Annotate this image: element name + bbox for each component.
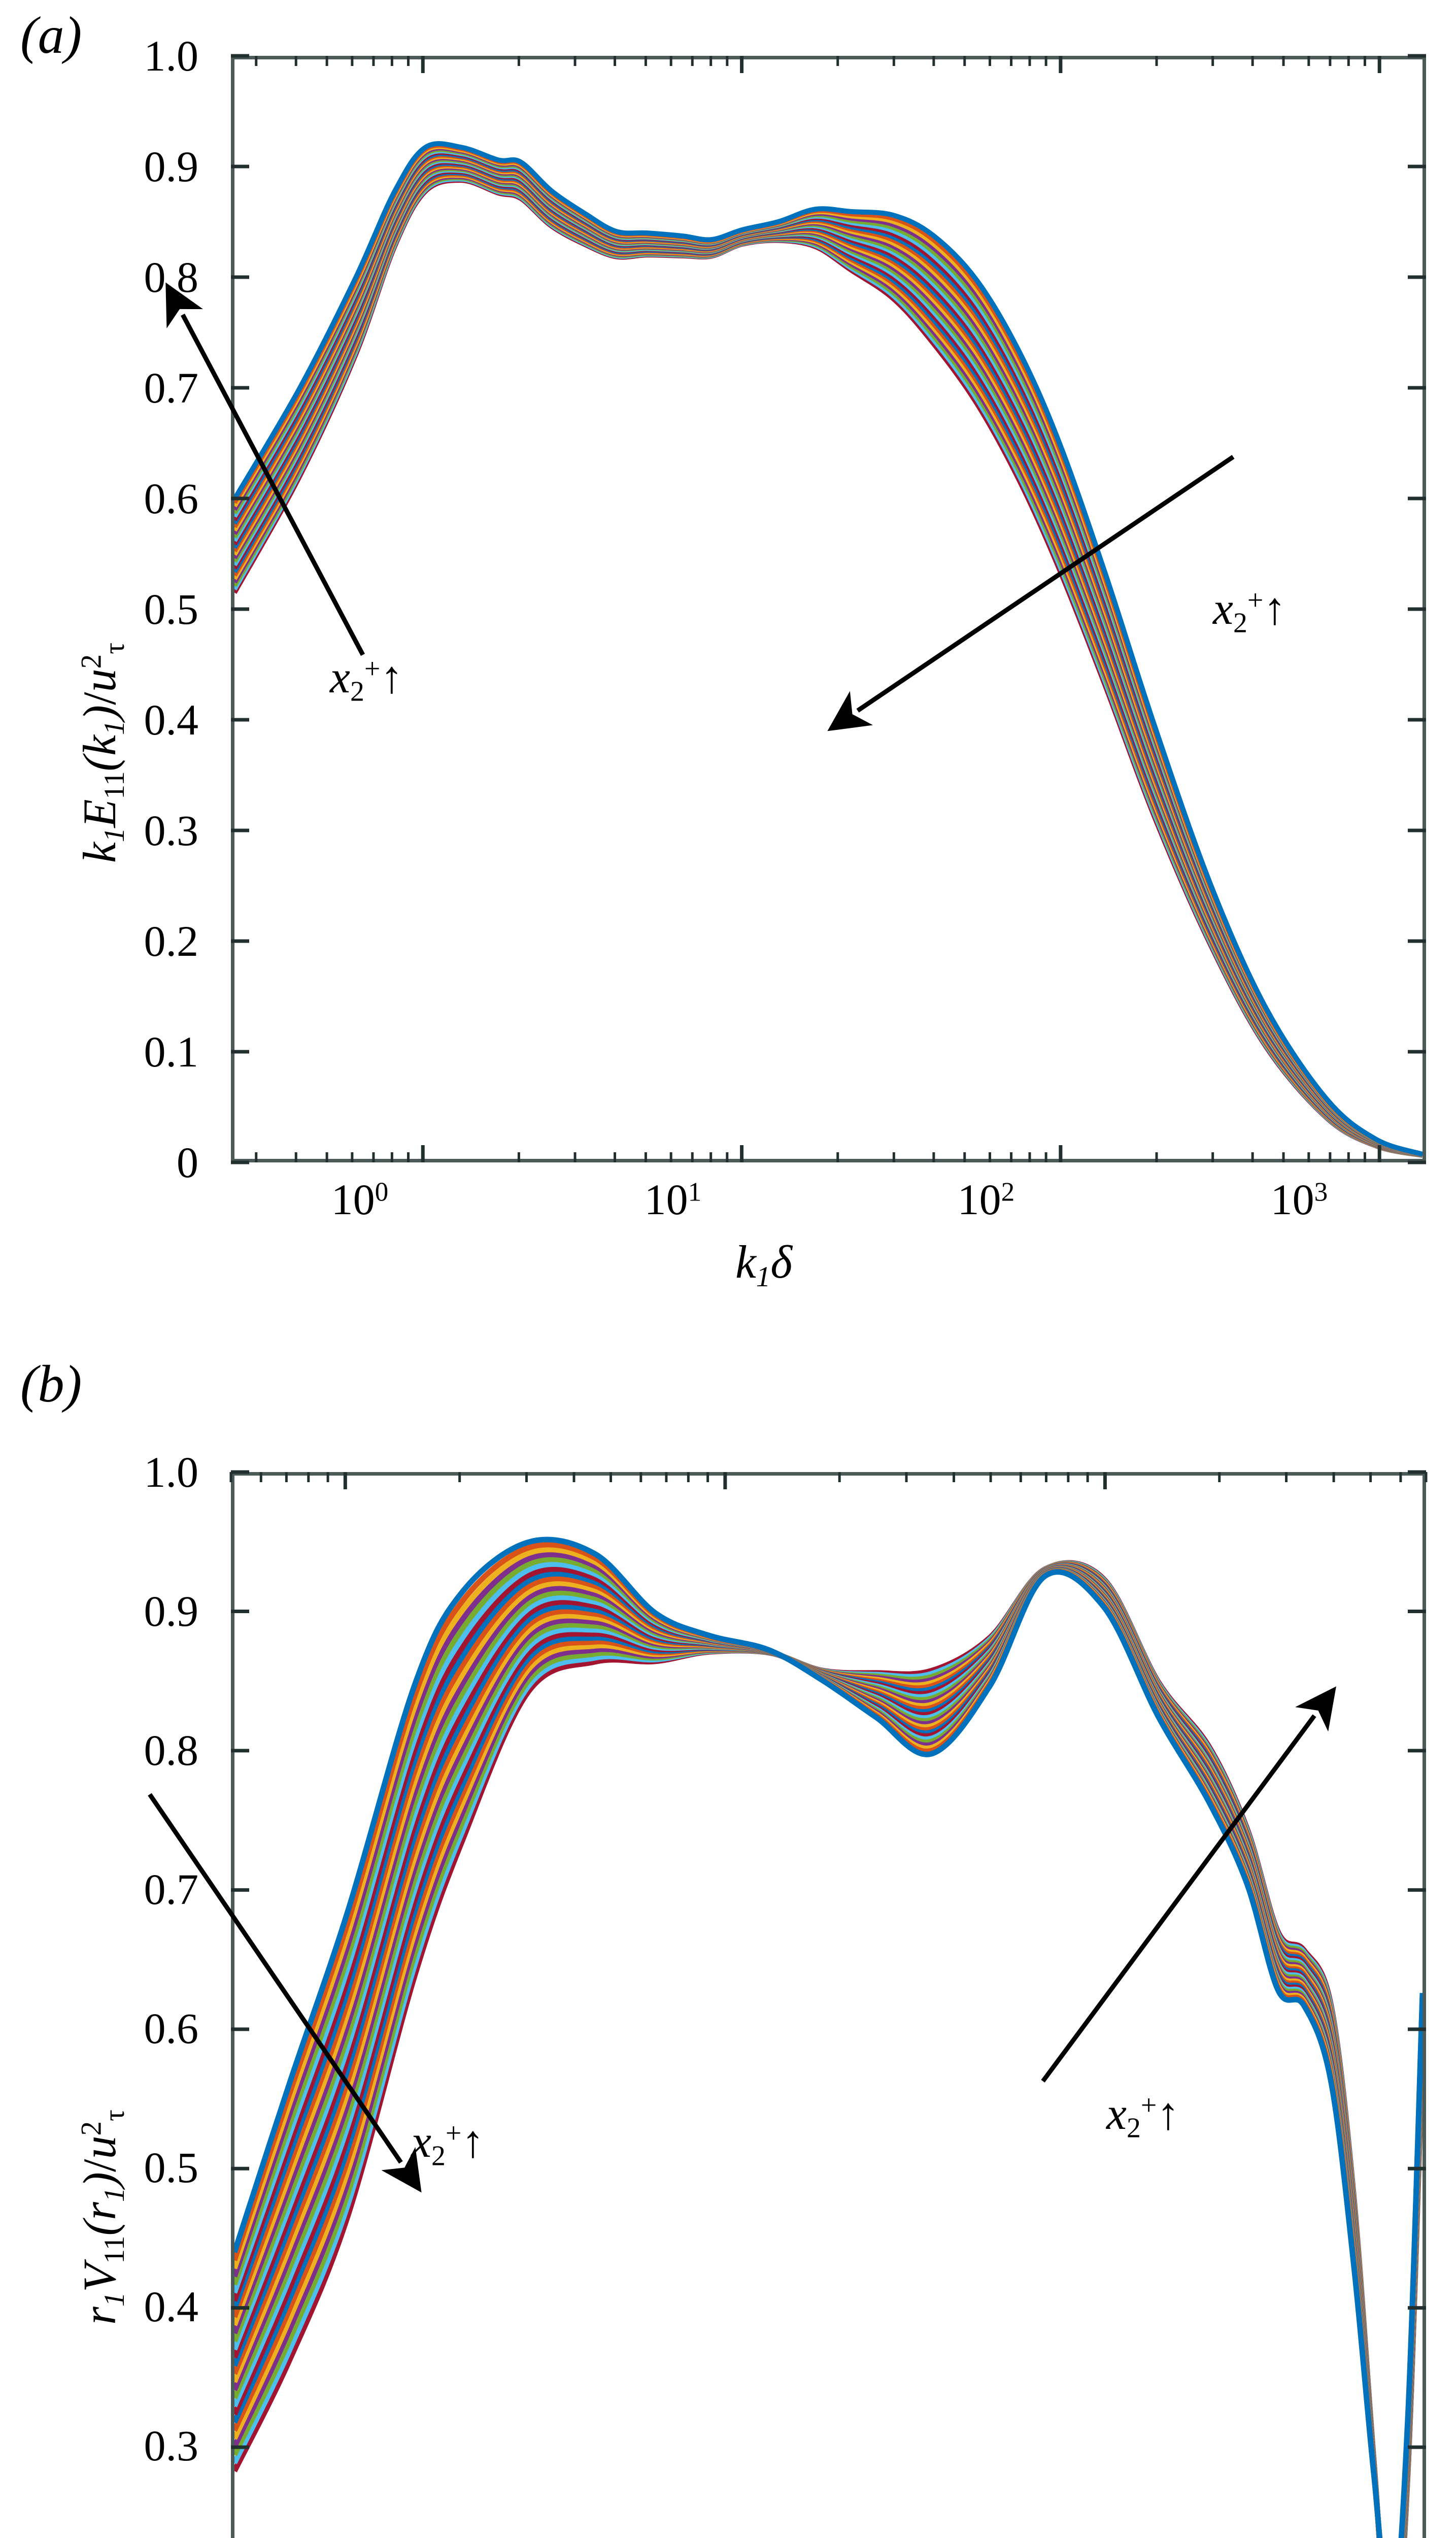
panel-a-xtick-label: 103	[1270, 1175, 1328, 1224]
panel-a-y-axis-title: k1E11(k1)/u2τ	[74, 642, 131, 863]
panel-b-annotation-left: x2+↑	[411, 2117, 485, 2172]
panel-a-x-axis-title: k1δ	[735, 1236, 793, 1293]
panel-a-ytick-label: 0	[177, 1138, 198, 1187]
panel-b-ytick-label: 0.9	[144, 1587, 199, 1635]
panel-b: (b) r1V11(r1)/u2τ r1/δ 1.0 0.9 0.8 0.7 0…	[0, 1269, 1456, 2538]
panel-a-xtick-label: 102	[957, 1175, 1015, 1224]
series-line	[234, 173, 1423, 1158]
panel-a-ytick-label: 0.4	[144, 695, 199, 744]
panel-a-ytick-label: 0.2	[144, 917, 199, 965]
panel-b-ytick-label: 0.4	[144, 2282, 199, 2331]
panel-a-ytick-label: 0.1	[144, 1027, 199, 1076]
panel-a-ytick-label: 0.3	[144, 806, 199, 855]
panel-a-annotation-right: x2+↑	[1213, 584, 1286, 639]
panel-a-curves	[234, 141, 1423, 1158]
panel-a-ytick-label: 0.6	[144, 474, 199, 523]
panel-b-plot-area	[231, 1472, 1426, 2538]
panel-b-ytick-label: 0.7	[144, 1865, 199, 1914]
panel-b-ytick-label: 1.0	[144, 1448, 199, 1496]
panel-a-label: (a)	[20, 6, 82, 64]
panel-a-ytick-label: 1.0	[144, 31, 199, 80]
series-line	[234, 141, 1423, 1157]
panel-b-curves	[234, 1537, 1423, 2538]
panel-b-annotation-right: x2+↑	[1106, 2089, 1180, 2144]
panel-a-xtick-label: 100	[331, 1175, 389, 1224]
panel-b-ytick-label: 0.5	[144, 2143, 199, 2192]
panel-b-y-axis-title: r1V11(r1)/u2τ	[74, 2109, 131, 2325]
panel-b-label: (b)	[20, 1355, 82, 1413]
panel-b-ytick-label: 0.6	[144, 2004, 199, 2053]
panel-a-xtick-label: 101	[644, 1175, 702, 1224]
panel-a-ytick-label: 0.9	[144, 142, 199, 191]
panel-a-ytick-label: 0.5	[144, 585, 199, 633]
panel-b-ytick-label: 0.8	[144, 1726, 199, 1775]
panel-a-annotation-left: x2+↑	[330, 652, 403, 708]
panel-b-ytick-label: 0.3	[144, 2421, 199, 2470]
series-line	[234, 1537, 1423, 2538]
panel-a-ytick-label: 0.8	[144, 253, 199, 302]
panel-a: (a) k1E11(k1)/u2τ k1δ 1.0 0.9 0.8 0.7 0.…	[20, 6, 1426, 1293]
panel-a-ytick-label: 0.7	[144, 363, 199, 412]
